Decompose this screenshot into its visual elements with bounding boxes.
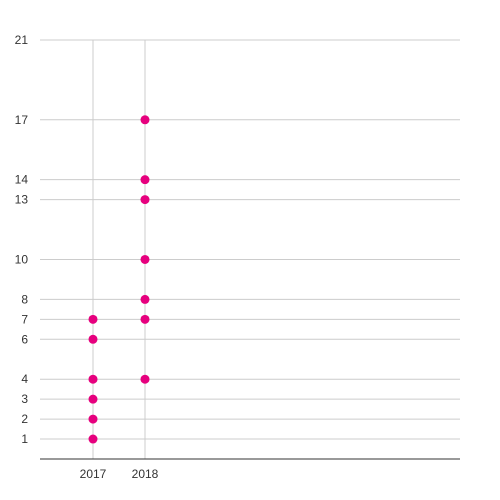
data-point	[88, 394, 98, 404]
y-axis-tick-labels: 1 2 3 4 6 7 8 10 13 14 17 21	[15, 33, 29, 446]
data-point	[140, 115, 150, 125]
y-tick-label: 3	[21, 392, 28, 406]
data-point	[140, 175, 150, 185]
data-point	[140, 294, 150, 304]
data-points	[88, 115, 150, 444]
y-tick-label: 13	[15, 193, 29, 207]
y-tick-label: 10	[15, 252, 29, 266]
data-point	[88, 314, 98, 324]
data-point	[140, 314, 150, 324]
y-tick-label: 21	[15, 33, 29, 47]
y-tick-label: 8	[21, 292, 28, 306]
x-axis-tick-labels: 2017 2018	[80, 467, 159, 481]
y-tick-label: 17	[15, 113, 29, 127]
x-tick-label: 2018	[132, 467, 159, 481]
y-tick-label: 7	[21, 312, 28, 326]
data-point	[88, 334, 98, 344]
y-tick-label: 6	[21, 332, 28, 346]
data-point	[88, 434, 98, 444]
data-point	[88, 414, 98, 424]
data-point	[88, 374, 98, 384]
y-tick-label: 1	[21, 432, 28, 446]
x-tick-label: 2017	[80, 467, 107, 481]
y-tick-label: 14	[15, 173, 29, 187]
grid-lines	[40, 39, 460, 459]
y-tick-label: 4	[21, 372, 28, 386]
y-tick-label: 2	[21, 412, 28, 426]
data-point	[140, 374, 150, 384]
data-point	[140, 195, 150, 205]
data-point	[140, 254, 150, 264]
